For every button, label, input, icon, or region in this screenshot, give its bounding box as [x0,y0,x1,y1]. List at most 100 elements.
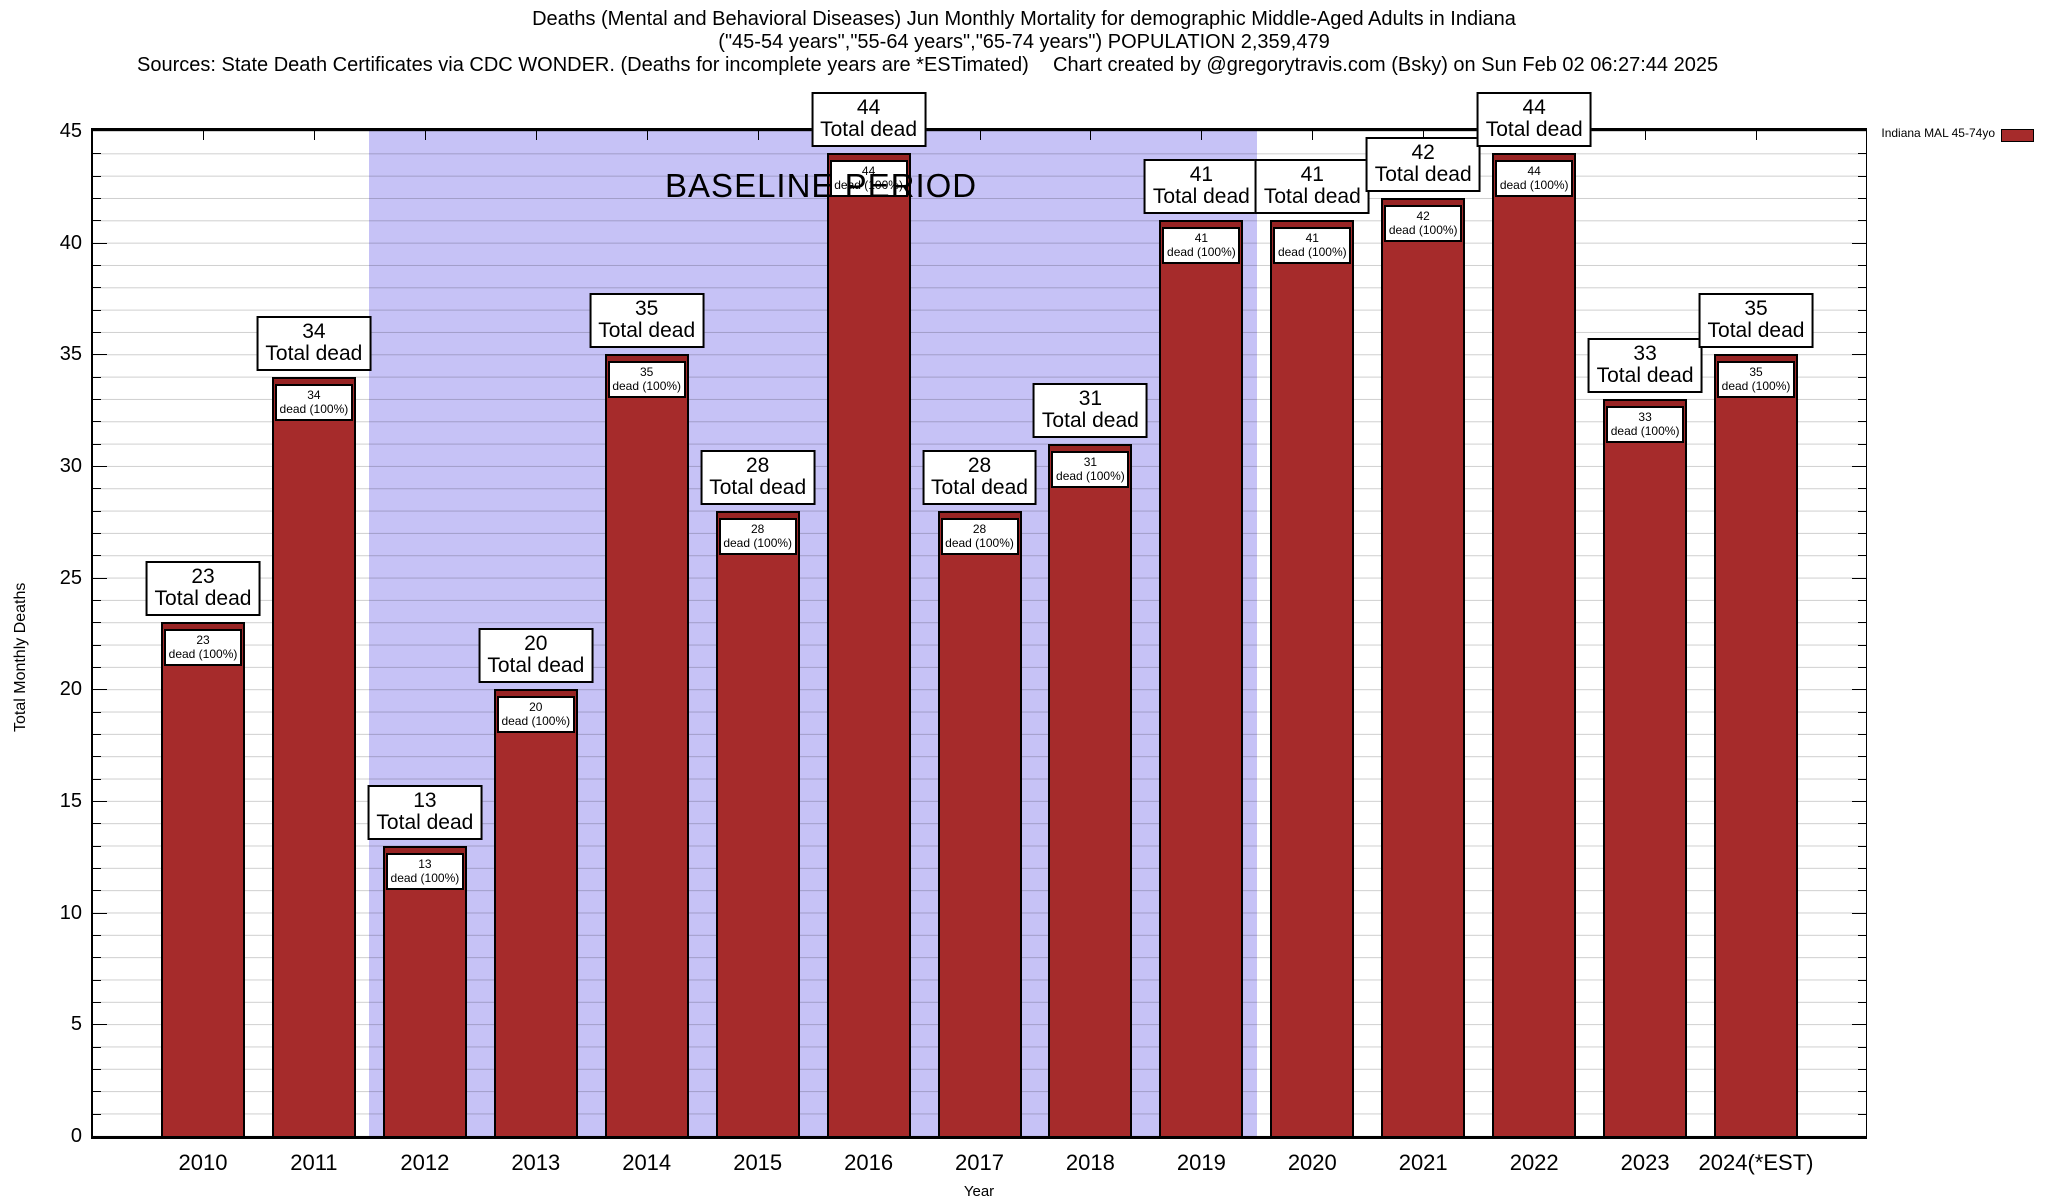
inner-label-value: 20 [529,700,543,715]
x-axis-title: Year [963,1183,995,1200]
tick-mark [93,1002,101,1003]
tick-mark [93,533,101,534]
tick-mark [93,466,107,467]
callout-value: 41 [1300,163,1324,187]
bar-inner-label-2023: 33 dead (100%) [1606,406,1685,443]
tick-mark [93,332,101,333]
legend-label: Indiana MAL 45-74yo [1881,126,1995,140]
callout-text: Total dead [265,341,363,365]
bar-total-callout-2018: 31 Total dead [1032,382,1148,438]
tick-mark [93,443,101,445]
bar-2018: 31 dead (100%) [1048,443,1133,1136]
callout-text: Total dead [1596,364,1694,387]
callout-value: 42 [1411,141,1435,164]
bar-inner-label-2013: 20 dead (100%) [496,696,575,734]
tick-mark [1858,1091,1866,1093]
bar-total-callout-2024(*EST): 35 Total dead [1698,293,1814,349]
tick-mark [1858,823,1866,825]
y-axis-title: Total Monthly Deaths [12,582,29,732]
callout-text: Total dead [1374,163,1472,186]
tick-mark [1858,1046,1866,1048]
x-tick-label-2013: 2013 [511,1150,561,1175]
tick-mark [1852,801,1866,802]
x-tick-label-2012: 2012 [400,1150,450,1175]
tick-mark [1858,600,1866,601]
tick-mark [93,1046,101,1048]
bar-inner-label-2020: 41 dead (100%) [1273,227,1352,265]
chart-title-line2: ("45-54 years","55-64 years","65-74 year… [718,31,1330,53]
callout-text: Total dead [376,810,474,834]
tick-mark [1858,667,1866,668]
callout-text: Total dead [487,654,585,678]
inner-label-value: 44 [1527,164,1541,179]
bar-inner-label-2018: 31 dead (100%) [1051,450,1130,488]
inner-label-value: 23 [196,633,210,648]
tick-mark [313,131,315,140]
tick-mark [93,175,101,177]
tick-mark [1858,957,1866,959]
x-tick-label-2020: 2020 [1287,1150,1337,1175]
baseline-period-label: BASELINE PERIOD [665,167,978,204]
x-tick-label-2018: 2018 [1065,1150,1115,1175]
inner-label-text: dead (100%) [1277,245,1347,260]
tick-mark [1852,689,1866,691]
tick-mark [93,287,101,289]
inner-label-text: dead (100%) [279,401,349,416]
tick-mark [1090,131,1092,140]
callout-text: Total dead [1263,185,1361,209]
bar-inner-label-2016: 44 dead (100%) [829,160,908,198]
bar-total-callout-2023: 33 Total dead [1587,338,1703,393]
tick-mark [93,220,101,222]
bar-2014: 35 dead (100%) [604,354,689,1136]
inner-label-text: dead (100%) [834,178,903,193]
inner-label-text: dead (100%) [612,379,682,394]
inner-label-value: 41 [1305,231,1319,246]
bar-2022: 44 dead (100%) [1492,153,1577,1136]
bar-total-callout-2020: 41 Total dead [1254,159,1370,215]
callout-value: 41 [1189,163,1214,187]
bar-inner-label-2015: 28 dead (100%) [718,517,797,555]
tick-mark [1858,198,1866,199]
bar-total-callout-2015: 28 Total dead [700,449,816,505]
inner-label-value: 44 [861,164,876,179]
bar-2012: 13 dead (100%) [382,845,467,1136]
x-tick-label-2015: 2015 [733,1150,783,1175]
tick-mark [93,600,101,601]
tick-mark [1312,131,1314,140]
inner-label-text: dead (100%) [390,870,460,885]
inner-label-value: 28 [972,521,987,536]
inner-label-value: 34 [307,387,321,402]
y-tick-label-45: 45 [59,120,82,142]
bar-inner-label-2011: 34 dead (100%) [274,383,353,421]
bar-2015: 28 dead (100%) [715,510,800,1136]
inner-label-text: dead (100%) [1388,223,1458,237]
tick-mark [93,488,101,490]
inner-label-value: 35 [640,365,654,380]
tick-mark [1858,287,1866,289]
tick-mark [1858,734,1866,735]
bar-inner-label-2024(*EST): 35 dead (100%) [1717,361,1795,399]
tick-mark [1858,153,1866,155]
tick-mark [93,823,101,825]
tick-mark [1858,756,1866,758]
tick-mark [93,689,107,691]
tick-mark [1852,577,1866,579]
callout-value: 31 [1078,386,1103,410]
inner-label-text: dead (100%) [501,714,571,729]
tick-mark [1858,644,1866,646]
callout-text: Total dead [931,475,1028,499]
x-tick-label-2016: 2016 [844,1150,894,1175]
tick-mark [757,131,759,140]
bar-total-callout-2012: 13 Total dead [367,784,483,840]
y-tick-label-0: 0 [70,1125,82,1147]
callout-text: Total dead [1041,408,1139,432]
tick-mark [93,399,101,400]
tick-mark [93,198,101,199]
tick-mark [1858,309,1866,311]
tick-mark [1852,354,1866,356]
inner-label-text: dead (100%) [1167,245,1236,260]
inner-label-value: 28 [751,521,765,536]
inner-label-text: dead (100%) [1610,424,1680,438]
tick-mark [1858,1002,1866,1003]
